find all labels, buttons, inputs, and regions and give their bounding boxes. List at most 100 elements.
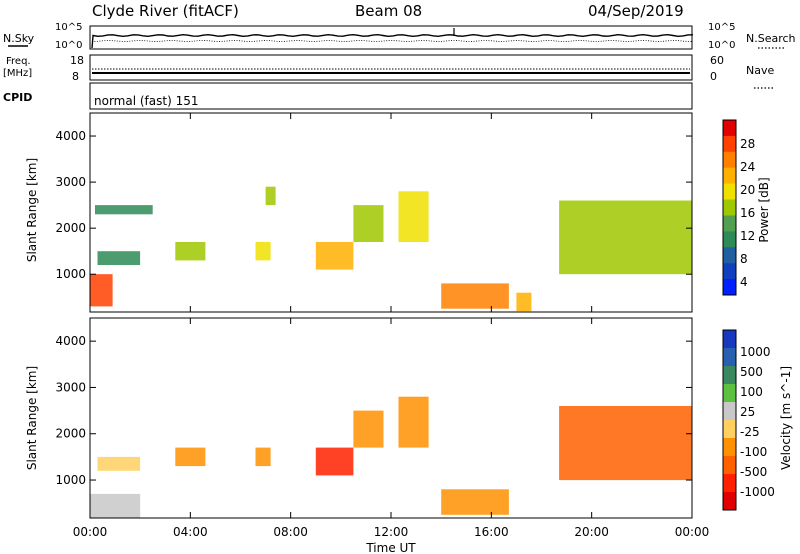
- y-tick-label: 2000: [55, 427, 86, 441]
- power-scale-tick: 16: [740, 206, 755, 220]
- noise-left-label: N.Sky: [3, 32, 35, 45]
- power-scale-label: Power [dB]: [757, 177, 771, 242]
- velocity-scale-tick: -100: [740, 445, 767, 459]
- y-tick-label: 3000: [55, 175, 86, 189]
- x-tick-label: 00:00: [675, 525, 710, 539]
- power-scale-swatch: [723, 247, 736, 264]
- velocity-scale-swatch: [723, 456, 736, 475]
- power-scale-tick: 8: [740, 252, 748, 266]
- noise-search-series: [91, 40, 694, 42]
- heatmap-region: [97, 251, 141, 265]
- heatmap-region: [97, 456, 141, 471]
- velocity-scale-tick: 500: [740, 365, 763, 379]
- velocity-scale-swatch: [723, 330, 736, 349]
- velocity-scale-swatch: [723, 474, 736, 493]
- noise-left-tick-top: 10^5: [55, 22, 82, 33]
- x-tick-label: 12:00: [374, 525, 409, 539]
- heatmap-region: [353, 410, 384, 448]
- heatmap-region: [353, 205, 384, 242]
- cpid-panel: CPID normal (fast) 151: [3, 82, 693, 110]
- velocity-color-scale: Velocity [m s^-1] 1000 500 100 25 -25 -100 -50…: [722, 329, 793, 511]
- cpid-text: normal (fast) 151: [94, 94, 198, 108]
- heatmap-region: [398, 191, 429, 242]
- noise-right-tick-bottom: 10^0: [708, 40, 735, 51]
- power-scale-tick: 12: [740, 229, 755, 243]
- freq-panel: Freq. [MHz] 18 8 60 0 Nave: [3, 54, 774, 89]
- heatmap-region: [175, 242, 206, 261]
- heatmap-region: [441, 489, 509, 515]
- power-panel: 4000 3000 2000 1000 Slant Range [km]: [25, 112, 693, 313]
- heatmap-region: [516, 292, 532, 312]
- velocity-scale-frame: [722, 329, 737, 511]
- power-scale-swatch: [723, 231, 736, 248]
- heatmap-region: [441, 283, 509, 309]
- velocity-scale-tick: -500: [740, 465, 767, 479]
- heatmap-region: [95, 205, 153, 215]
- heatmap-region: [175, 447, 206, 467]
- power-scale-tick: 20: [740, 183, 755, 197]
- noise-panel-frame: [89, 25, 693, 50]
- velocity-scale-swatch: [723, 348, 736, 367]
- velocity-heatmap: [90, 396, 692, 518]
- power-scale-swatch: [723, 215, 736, 232]
- x-tick-label: 16:00: [474, 525, 509, 539]
- nave-tick-bottom: 0: [710, 70, 717, 83]
- power-scale-swatch: [723, 135, 736, 153]
- power-scale-swatch: [723, 199, 736, 216]
- noise-right-label: N.Search: [746, 32, 796, 45]
- nave-tick-top: 60: [710, 54, 724, 67]
- power-scale-swatch: [723, 263, 736, 280]
- freq-panel-frame: [89, 54, 693, 81]
- heatmap-region: [398, 396, 429, 448]
- power-scale-swatch: [723, 279, 736, 296]
- heatmap-region: [559, 200, 692, 275]
- power-scale-swatch: [723, 183, 736, 200]
- x-tick-label: 08:00: [273, 525, 308, 539]
- power-x-ticks: [89, 113, 693, 312]
- freq-label-line1: Freq.: [6, 56, 31, 67]
- freq-tick-bottom: 8: [72, 70, 79, 83]
- heatmap-region: [90, 493, 141, 518]
- power-scale-frame: [722, 119, 737, 296]
- y-tick-label: 1000: [55, 267, 86, 281]
- x-axis-label: Time UT: [365, 541, 416, 554]
- nave-label: Nave: [746, 64, 774, 77]
- heatmap-region: [315, 447, 354, 476]
- beam-title: Beam 08: [355, 2, 422, 20]
- noise-left-tick-bottom: 10^0: [55, 40, 82, 51]
- velocity-scale-swatch: [723, 402, 736, 421]
- noise-right-tick-top: 10^5: [708, 22, 735, 33]
- velocity-scale-tick: -25: [740, 425, 760, 439]
- power-heatmap: [90, 186, 692, 312]
- freq-tick-top: 18: [70, 54, 84, 67]
- power-y-label: Slant Range [km]: [25, 158, 39, 262]
- velocity-scale-swatch: [723, 492, 736, 511]
- heatmap-region: [315, 242, 354, 270]
- heatmap-region: [559, 406, 692, 481]
- y-tick-label: 1000: [55, 473, 86, 487]
- x-tick-label: 04:00: [173, 525, 208, 539]
- velocity-scale-tick: 25: [740, 405, 755, 419]
- heatmap-region: [265, 186, 276, 206]
- y-tick-label: 3000: [55, 380, 86, 394]
- y-tick-label: 2000: [55, 221, 86, 235]
- velocity-scale-tick: -1000: [740, 485, 775, 499]
- station-title: Clyde River (fitACF): [92, 2, 239, 20]
- power-y-axis: 4000 3000 2000 1000: [55, 129, 692, 281]
- cpid-label: CPID: [3, 91, 32, 104]
- x-tick-label: 20:00: [574, 525, 609, 539]
- freq-label-line2: [MHz]: [3, 68, 32, 79]
- velocity-scale-swatch: [723, 384, 736, 403]
- power-scale-tick: 28: [740, 137, 755, 151]
- heatmap-region: [255, 242, 271, 261]
- power-scale-swatch: [723, 167, 736, 185]
- velocity-scale-swatch: [723, 438, 736, 457]
- velocity-scale-tick: 1000: [740, 345, 771, 359]
- y-tick-label: 4000: [55, 129, 86, 143]
- velocity-scale-tick: 100: [740, 385, 763, 399]
- power-scale-tick: 24: [740, 160, 755, 174]
- noise-panel: N.Sky N.Search 10^5 10^0 10^5 10^0: [3, 22, 796, 51]
- noise-sky-series: [91, 33, 694, 49]
- power-scale-tick: 4: [740, 275, 748, 289]
- cpid-panel-frame: [89, 82, 693, 110]
